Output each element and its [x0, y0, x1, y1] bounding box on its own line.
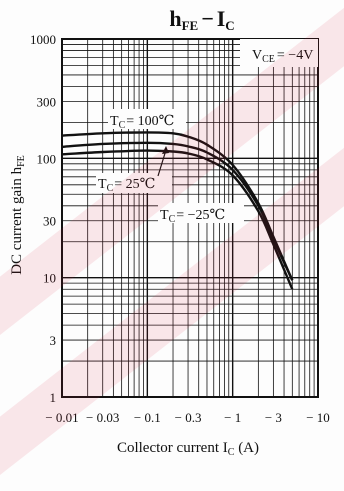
x-tick-label: − 10 — [306, 410, 330, 425]
y-tick-label: 3 — [50, 333, 57, 348]
x-tick-label: − 3 — [265, 410, 282, 425]
x-tick-label: − 0.01 — [45, 410, 78, 425]
x-tick-label: − 0.1 — [134, 410, 161, 425]
x-tick-label: − 0.03 — [86, 410, 119, 425]
x-axis-label: Collector current IC (A) — [117, 440, 259, 458]
series-label-bg — [96, 173, 172, 193]
series-label-bg — [158, 203, 244, 223]
y-tick-label: 1 — [50, 390, 57, 405]
series-label-bg — [108, 109, 186, 129]
series-line-2 — [61, 149, 294, 290]
series-label-minus25c: TC= −25℃ — [160, 208, 225, 225]
condition-label: VCE = −4V — [252, 48, 313, 65]
condition-box — [240, 39, 318, 67]
plot-border — [61, 38, 319, 398]
chart-svg: hFE − IC − 0.01− 0.03− 0.1− 0.3− 1− 3− 10 … — [9, 6, 330, 458]
y-tick-labels: 1000 300 100 30 10 3 1 — [30, 32, 56, 405]
chart-title: hFE − IC — [169, 6, 234, 33]
series-line-1 — [61, 141, 294, 281]
x-tick-labels: − 0.01 − 0.03 − 0.1 − 0.3 − 1 − 3 − 10 — [45, 410, 329, 425]
y-tick-label: 1000 — [30, 32, 56, 47]
y-tick-label: 30 — [43, 214, 56, 229]
y-axis-label: DC current gain hFE — [9, 155, 27, 275]
series-lines — [61, 131, 294, 290]
series-label-100c: TC= 100℃ — [110, 114, 174, 131]
series-label-25c: TC= 25℃ — [98, 177, 155, 194]
y-tick-label: 10 — [43, 271, 56, 286]
plot-frame — [61, 38, 319, 398]
x-tick-label: − 0.3 — [175, 410, 202, 425]
y-tick-label: 300 — [37, 94, 57, 109]
series-label-25c-arrow — [162, 146, 169, 154]
y-tick-label: 100 — [37, 151, 57, 166]
x-tick-label: − 1 — [224, 410, 241, 425]
series-label-25c-leader — [157, 149, 167, 177]
